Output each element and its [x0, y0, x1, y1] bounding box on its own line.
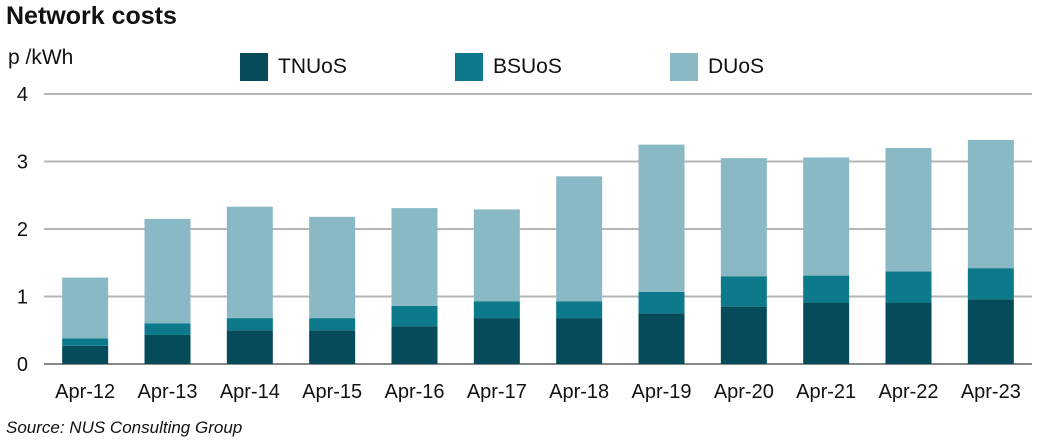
bar-segment-bsuos	[720, 276, 767, 307]
bar-segment-tnuos	[391, 326, 438, 364]
bar-segment-bsuos	[638, 291, 685, 314]
bar-segment-tnuos	[473, 318, 520, 364]
y-tick-label: 1	[17, 287, 28, 309]
bar-segment-duos	[473, 209, 520, 302]
x-tick-label: Apr-12	[55, 381, 115, 403]
bar-segment-tnuos	[226, 330, 273, 364]
x-tick-label: Apr-20	[714, 381, 774, 403]
bar-segment-tnuos	[967, 299, 1014, 364]
legend-label-tnuos: TNUoS	[278, 55, 347, 78]
bar-segment-tnuos	[885, 302, 932, 364]
x-tick-label: Apr-21	[796, 381, 856, 403]
bar-segment-tnuos	[62, 345, 109, 364]
y-tick-label: 3	[17, 152, 28, 174]
bar-segment-duos	[144, 218, 191, 324]
legend-item-tnuos: TNUoS	[240, 52, 347, 82]
legend-item-bsuos: BSUoS	[455, 52, 562, 82]
bar-segment-bsuos	[391, 305, 438, 327]
bar-segment-tnuos	[803, 302, 850, 364]
y-tick-label: 4	[17, 84, 28, 106]
bar-segment-tnuos	[144, 334, 191, 364]
bar-segment-duos	[309, 216, 356, 319]
bar-segment-duos	[638, 144, 685, 292]
bar-segment-duos	[885, 148, 932, 272]
bar-segment-duos	[391, 208, 438, 306]
x-tick-label: Apr-23	[961, 381, 1021, 403]
bar-segment-bsuos	[62, 338, 109, 346]
bar-segment-bsuos	[803, 275, 850, 303]
bar-segment-bsuos	[885, 271, 932, 303]
bar-segment-bsuos	[556, 301, 603, 319]
legend-item-duos: DUoS	[670, 52, 764, 82]
legend-swatch-tnuos	[240, 53, 268, 81]
legend-swatch-bsuos	[455, 53, 483, 81]
x-tick-label: Apr-13	[137, 381, 197, 403]
x-tick-label: Apr-15	[302, 381, 362, 403]
x-tick-label: Apr-18	[549, 381, 609, 403]
x-tick-label: Apr-14	[220, 381, 280, 403]
bar-segment-tnuos	[556, 318, 603, 364]
bar-segment-tnuos	[309, 330, 356, 364]
x-tick-label: Apr-17	[467, 381, 527, 403]
y-tick-label: 2	[17, 219, 28, 241]
bar-segment-tnuos	[638, 313, 685, 364]
x-tick-label: Apr-22	[878, 381, 938, 403]
bar-segment-bsuos	[144, 323, 191, 335]
bar-segment-tnuos	[720, 306, 767, 364]
bar-segment-bsuos	[226, 318, 273, 331]
x-tick-label: Apr-16	[384, 381, 444, 403]
y-tick-label: 0	[17, 354, 28, 376]
bar-segment-bsuos	[473, 301, 520, 319]
bar-segment-duos	[720, 158, 767, 277]
y-axis-label: p /kWh	[8, 46, 74, 69]
bar-segment-bsuos	[967, 268, 1014, 300]
source-note: Source: NUS Consulting Group	[6, 418, 243, 437]
bar-segment-duos	[62, 277, 109, 339]
x-tick-label: Apr-19	[631, 381, 691, 403]
legend-label-duos: DUoS	[708, 55, 765, 78]
bar-segment-duos	[556, 176, 603, 302]
bar-segment-bsuos	[309, 318, 356, 331]
legend-swatch-duos	[670, 53, 698, 81]
bar-segment-duos	[226, 206, 273, 319]
bar-segment-duos	[967, 139, 1014, 269]
legend-label-bsuos: BSUoS	[493, 55, 562, 78]
chart-title: Network costs	[6, 2, 177, 30]
bar-segment-duos	[803, 157, 850, 276]
